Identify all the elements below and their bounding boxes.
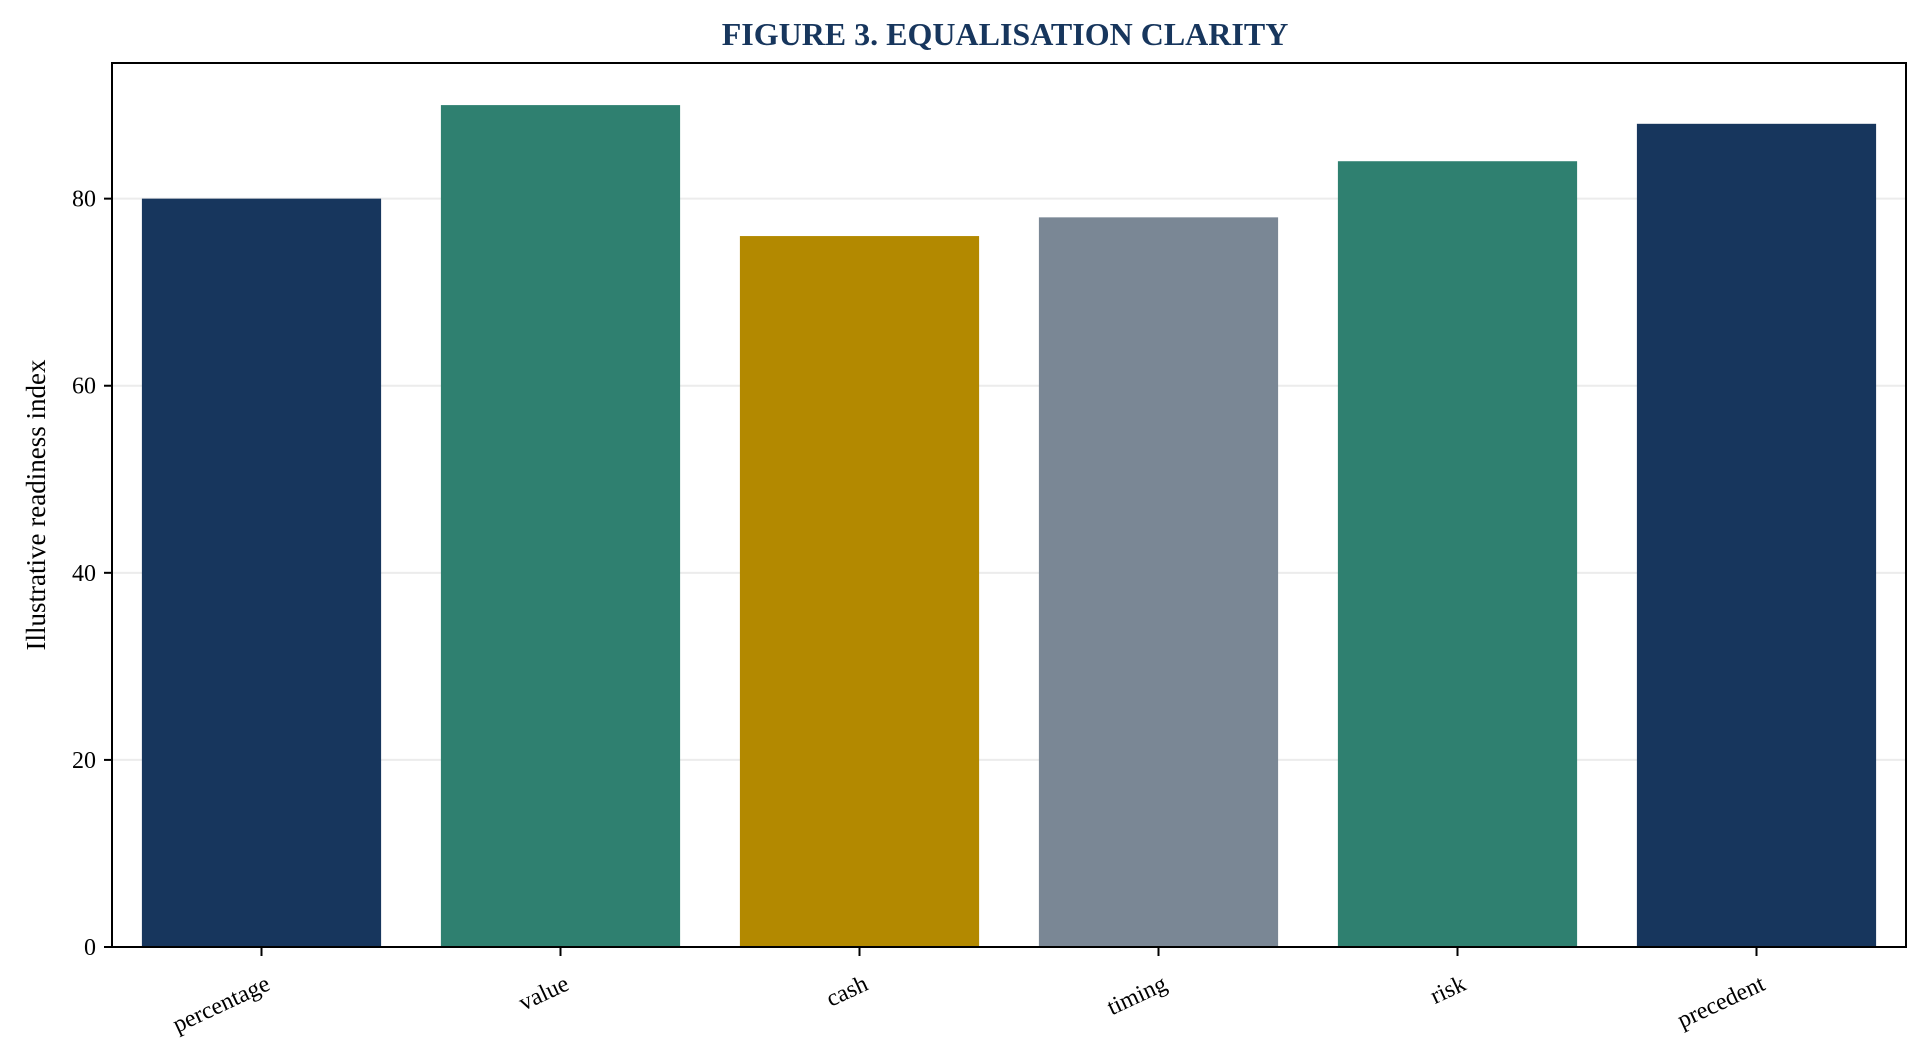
- bar-precedent: [1636, 123, 1877, 948]
- x-tick-label-risk: risk: [1426, 971, 1470, 1010]
- y-tick-label: 60: [72, 374, 96, 400]
- y-tick-label: 20: [72, 748, 96, 774]
- bar-value: [440, 105, 681, 948]
- bars: [141, 105, 1877, 948]
- x-tick-label-cash: cash: [822, 971, 872, 1013]
- gridlines: [112, 197, 1906, 761]
- bar-timing: [1038, 217, 1279, 947]
- x-axis: percentage value cash timing risk precedent: [169, 947, 1769, 1038]
- x-tick-label-timing: timing: [1103, 971, 1171, 1021]
- x-tick-label-percentage: percentage: [169, 971, 274, 1038]
- y-tick-label: 80: [72, 187, 96, 213]
- bar-cash: [739, 236, 980, 947]
- x-tick-label-value: value: [515, 971, 573, 1017]
- y-axis: 0 20 40 60 80: [72, 187, 112, 961]
- bar-percentage: [141, 198, 382, 948]
- chart-title: FIGURE 3. EQUALISATION CLARITY: [722, 16, 1289, 52]
- x-tick-label-precedent: precedent: [1674, 971, 1770, 1034]
- bar-risk: [1337, 161, 1578, 947]
- plot-frame: [111, 62, 1907, 948]
- y-tick-label: 40: [72, 561, 96, 587]
- y-tick-label: 0: [84, 935, 96, 961]
- y-axis-label: Illustrative readiness index: [21, 359, 51, 650]
